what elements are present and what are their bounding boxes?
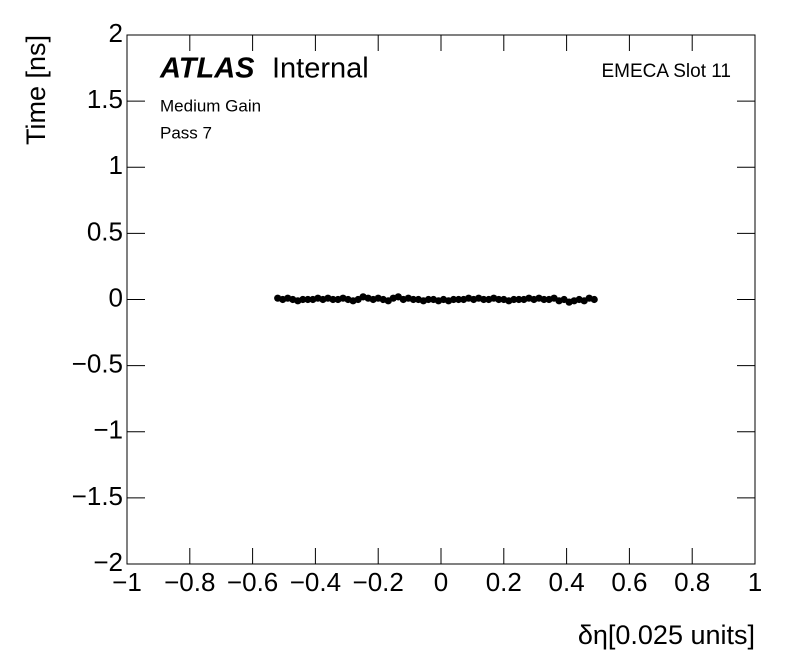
data-point xyxy=(424,295,433,304)
data-point xyxy=(515,295,523,304)
atlas-label: ATLAS xyxy=(159,53,255,85)
x-tick-label: 0.2 xyxy=(486,567,522,597)
y-tick-label: −1.5 xyxy=(72,481,123,511)
y-tick-label: 1 xyxy=(109,150,123,180)
x-tick-label: 0 xyxy=(434,567,448,597)
data-point xyxy=(540,295,548,304)
data-point xyxy=(495,295,503,304)
annotation: Medium Gain xyxy=(160,96,261,115)
data-point xyxy=(480,295,488,304)
data-point xyxy=(304,295,312,304)
data-point xyxy=(454,295,463,304)
x-tick-label: −1 xyxy=(112,567,142,597)
y-tick-label: 0 xyxy=(109,282,123,312)
x-tick-label: −0.4 xyxy=(290,567,341,597)
atlas-status: Internal xyxy=(272,53,369,85)
data-point xyxy=(590,295,598,304)
x-tick-label: −0.2 xyxy=(353,567,404,597)
data-point xyxy=(449,295,458,304)
y-tick-label: 2 xyxy=(109,18,123,48)
data-point xyxy=(329,295,337,304)
y-tick-label: −2 xyxy=(93,547,123,577)
x-tick-label: 0.8 xyxy=(674,567,710,597)
x-axis-title: δη[0.025 units] xyxy=(578,620,755,650)
x-tick-label: −0.8 xyxy=(164,567,215,597)
x-tick-label: −0.6 xyxy=(227,567,278,597)
y-tick-label: 0.5 xyxy=(87,216,123,246)
x-tick-label: 0.4 xyxy=(549,567,585,597)
data-point xyxy=(299,295,307,304)
y-axis-title: Time [ns] xyxy=(21,35,51,145)
y-tick-label: −0.5 xyxy=(72,349,123,379)
x-tick-label: 0.6 xyxy=(611,567,647,597)
corner-label: EMECA Slot 11 xyxy=(601,61,731,82)
data-point xyxy=(409,295,417,304)
x-tick-label: 1 xyxy=(748,567,762,597)
annotation: Pass 7 xyxy=(160,123,212,142)
data-point xyxy=(510,295,518,304)
y-tick-label: −1 xyxy=(93,415,123,445)
y-tick-label: 1.5 xyxy=(87,84,123,114)
